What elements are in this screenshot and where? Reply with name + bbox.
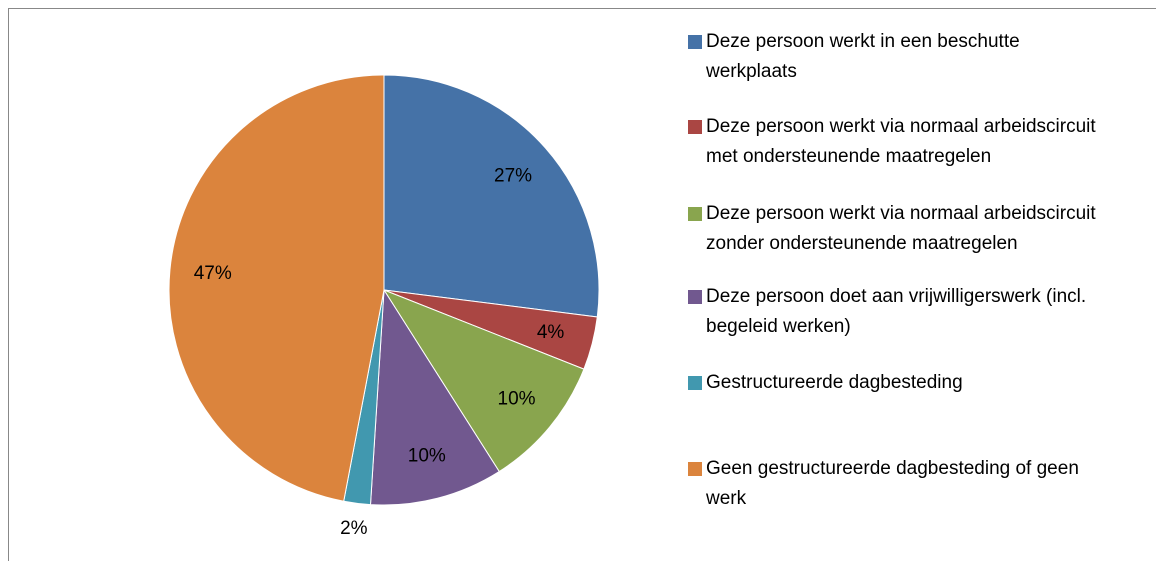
pie-slice: [382, 288, 585, 473]
legend-item: Deze persoon doet aan vrijwilligerswerk …: [688, 282, 1108, 342]
legend-label: Gestructureerde dagbesteding: [706, 372, 963, 393]
pie-slice: [168, 74, 385, 502]
data-label: 47%: [194, 263, 232, 284]
legend-label: Deze persoon werkt in een beschutte werk…: [706, 31, 1020, 82]
chart-frame: [8, 8, 1156, 561]
legend-swatch: [688, 290, 702, 304]
legend-item: Gestructureerde dagbesteding: [688, 368, 1108, 398]
legend-swatch: [688, 376, 702, 390]
legend-item: Deze persoon werkt via normaal arbeidsci…: [688, 112, 1108, 172]
legend-label: Deze persoon werkt via normaal arbeidsci…: [706, 116, 1096, 167]
data-label: 4%: [537, 322, 565, 343]
data-label: 10%: [498, 389, 536, 410]
data-label: 10%: [408, 446, 446, 467]
legend-item: Geen gestructureerde dagbesteding of gee…: [688, 454, 1108, 514]
pie-slice: [369, 288, 500, 506]
legend-swatch: [688, 207, 702, 221]
legend-label: Geen gestructureerde dagbesteding of gee…: [706, 458, 1079, 509]
legend-swatch: [688, 35, 702, 49]
legend-label: Deze persoon werkt via normaal arbeidsci…: [706, 203, 1096, 254]
legend-item: Deze persoon werkt in een beschutte werk…: [688, 27, 1108, 87]
pie-slice: [383, 74, 600, 318]
legend-item: Deze persoon werkt via normaal arbeidsci…: [688, 199, 1108, 259]
legend-label: Deze persoon doet aan vrijwilligerswerk …: [706, 286, 1087, 337]
legend-swatch: [688, 120, 702, 134]
data-label: 2%: [340, 518, 368, 539]
legend-swatch: [688, 462, 702, 476]
data-label: 27%: [494, 165, 532, 186]
